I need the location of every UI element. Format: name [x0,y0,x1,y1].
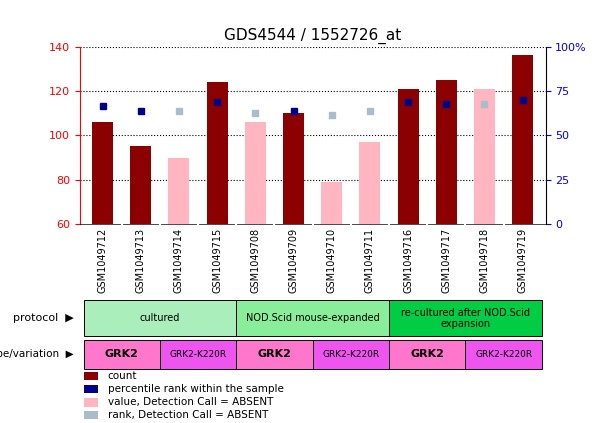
Text: percentile rank within the sample: percentile rank within the sample [108,384,284,394]
Text: GRK2: GRK2 [105,349,139,359]
Text: count: count [108,371,137,381]
Text: GRK2: GRK2 [410,349,444,359]
Bar [160,340,236,368]
Bar [85,385,98,393]
Bar [85,398,98,407]
Text: protocol  ▶: protocol ▶ [13,313,74,323]
Bar [389,340,465,368]
Bar [85,411,98,420]
Bar [436,80,457,224]
Bar [245,122,266,224]
Bar [207,82,227,224]
Bar [283,113,304,224]
Text: GRK2-K220R: GRK2-K220R [475,350,532,359]
Bar [313,340,389,368]
Text: GSM1049719: GSM1049719 [517,228,528,293]
Text: GRK2-K220R: GRK2-K220R [170,350,227,359]
Text: value, Detection Call = ABSENT: value, Detection Call = ABSENT [108,397,273,407]
Text: GSM1049712: GSM1049712 [97,228,108,293]
Bar [359,142,381,224]
Bar [236,340,313,368]
Bar [512,55,533,224]
Bar [83,300,236,336]
Text: re-cultured after NOD.Scid
expansion: re-cultured after NOD.Scid expansion [401,308,530,329]
Text: GRK2: GRK2 [257,349,291,359]
Text: genotype/variation  ▶: genotype/variation ▶ [0,349,74,359]
Text: GSM1049717: GSM1049717 [441,228,451,293]
Text: NOD.Scid mouse-expanded: NOD.Scid mouse-expanded [246,313,379,323]
Text: rank, Detection Call = ABSENT: rank, Detection Call = ABSENT [108,410,268,420]
Title: GDS4544 / 1552726_at: GDS4544 / 1552726_at [224,27,402,44]
Bar [321,182,342,224]
Bar [92,122,113,224]
Text: GSM1049716: GSM1049716 [403,228,413,293]
Bar [83,340,160,368]
Text: GRK2-K220R: GRK2-K220R [322,350,379,359]
Text: GSM1049713: GSM1049713 [136,228,146,293]
Bar [474,89,495,224]
Text: GSM1049718: GSM1049718 [479,228,489,293]
Bar [85,371,98,380]
Bar [236,300,389,336]
Bar [465,340,542,368]
Text: GSM1049711: GSM1049711 [365,228,375,293]
Bar [389,300,542,336]
Text: cultured: cultured [140,313,180,323]
Bar [398,89,419,224]
Bar [131,146,151,224]
Text: GSM1049715: GSM1049715 [212,228,222,293]
Text: GSM1049708: GSM1049708 [250,228,261,293]
Text: GSM1049714: GSM1049714 [174,228,184,293]
Text: GSM1049710: GSM1049710 [327,228,337,293]
Bar [169,158,189,224]
Text: GSM1049709: GSM1049709 [289,228,299,293]
